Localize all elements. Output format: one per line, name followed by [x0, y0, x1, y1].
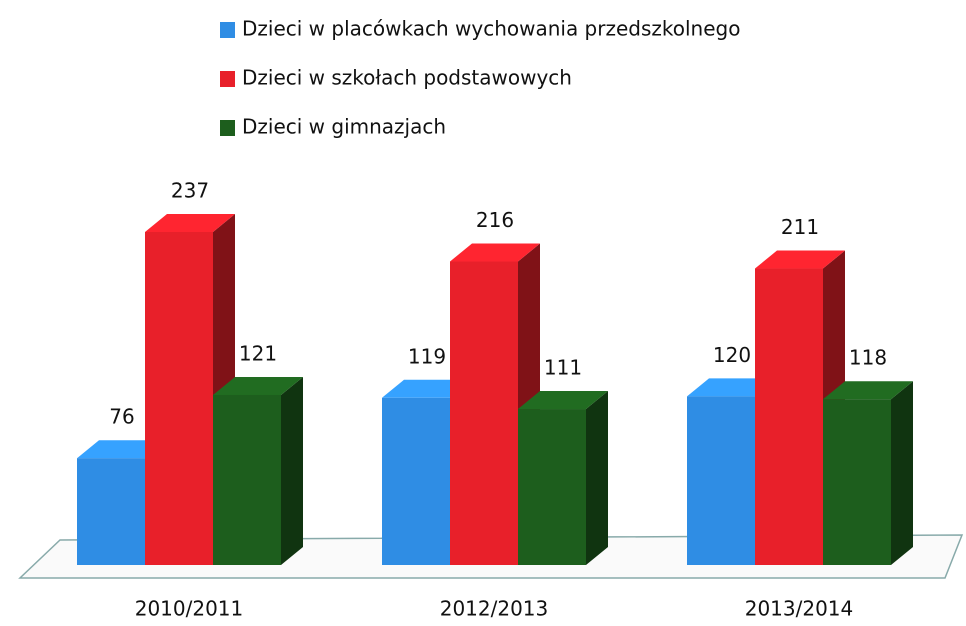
bar-top	[755, 250, 845, 269]
value-label: 120	[713, 343, 751, 367]
bar-side	[891, 381, 913, 565]
bar	[382, 397, 450, 565]
x-tick-label: 2013/2014	[745, 597, 854, 621]
value-label: 211	[781, 215, 819, 239]
bar-top	[687, 378, 777, 397]
value-label: 118	[849, 346, 887, 370]
legend-label: Dzieci w szkołach podstawowych	[242, 66, 572, 90]
bar-top	[823, 381, 913, 400]
legend-swatch	[220, 71, 235, 87]
legend-swatch	[220, 22, 235, 38]
bar	[755, 268, 823, 565]
legend-swatch	[220, 120, 235, 136]
bar-top	[382, 379, 472, 398]
value-label: 216	[476, 208, 514, 232]
value-label: 119	[408, 344, 446, 368]
value-label: 237	[171, 179, 209, 203]
value-label: 111	[544, 356, 582, 380]
legend-label: Dzieci w placówkach wychowania przedszko…	[242, 17, 740, 41]
bar	[145, 232, 213, 565]
bar-top	[518, 391, 608, 410]
bar-top	[145, 214, 235, 232]
bar	[823, 399, 891, 565]
bar	[450, 261, 518, 565]
x-tick-label: 2012/2013	[440, 597, 549, 621]
bar-side	[586, 391, 608, 565]
bar-side	[281, 376, 303, 565]
bar-top	[213, 376, 303, 395]
bar	[687, 396, 755, 565]
bar	[518, 409, 586, 565]
bar-top	[450, 243, 540, 262]
bar-top	[77, 440, 167, 459]
legend-label: Dzieci w gimnazjach	[242, 115, 446, 139]
value-label: 121	[239, 341, 277, 365]
bar	[77, 458, 145, 565]
value-label: 76	[109, 405, 134, 429]
x-tick-label: 2010/2011	[135, 597, 244, 621]
bar	[213, 394, 281, 565]
